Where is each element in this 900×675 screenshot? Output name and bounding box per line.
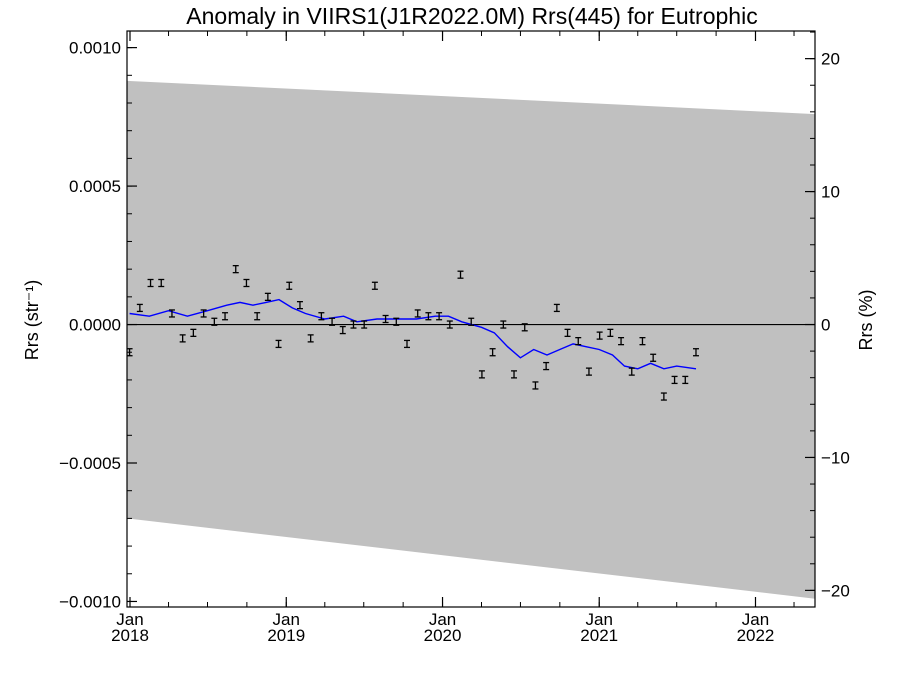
anomaly-error-bar	[254, 312, 261, 321]
x-tick-label-year: 2018	[111, 626, 149, 645]
x-tick-label-month: Jan	[273, 610, 300, 629]
anomaly-error-bar	[457, 270, 464, 279]
anomaly-error-bar	[382, 314, 389, 324]
anomaly-error-bar	[232, 265, 239, 274]
anomaly-error-bar	[660, 392, 667, 401]
chart-title: Anomaly in VIIRS1(J1R2022.0M) Rrs(445) f…	[186, 3, 757, 29]
anomaly-error-bar	[307, 334, 314, 343]
anomaly-error-bar	[243, 278, 250, 288]
anomaly-error-bar	[628, 367, 635, 376]
anomaly-error-bar	[489, 348, 496, 357]
series-line-layer	[129, 298, 697, 370]
anomaly-error-bar	[393, 317, 400, 326]
y-left-tick-label: −0.0005	[59, 454, 121, 473]
anomaly-error-bar	[553, 303, 560, 313]
uncertainty-band	[127, 80, 815, 599]
anomaly-error-bar	[543, 361, 550, 371]
anomaly-error-bar	[222, 312, 229, 321]
uncertainty-band-layer	[127, 80, 815, 599]
anomaly-error-bar	[264, 292, 271, 301]
anomaly-error-bar	[607, 328, 614, 337]
y-right-tick-label: −20	[821, 581, 850, 600]
anomaly-error-bar	[339, 325, 346, 335]
y-right-tick-label: −10	[821, 448, 850, 467]
anomaly-error-bar	[414, 309, 421, 318]
anomaly-error-bar	[318, 312, 325, 321]
y-right-tick-label: 10	[821, 183, 840, 202]
anomaly-error-bar	[350, 320, 357, 329]
anomaly-error-bar	[158, 278, 165, 288]
anomaly-error-bar	[147, 278, 154, 288]
anomaly-error-bar	[425, 312, 432, 321]
error-bar-layer	[126, 265, 699, 401]
anomaly-error-bar	[618, 337, 625, 346]
anomaly-error-bar	[682, 375, 689, 385]
anomaly-error-bar	[446, 320, 453, 329]
x-tick-label-month: Jan	[429, 610, 456, 629]
anomaly-error-bar	[564, 328, 571, 337]
anomaly-error-bar	[136, 303, 143, 313]
anomaly-error-bar	[436, 312, 443, 321]
anomaly-error-bar	[168, 309, 175, 318]
anomaly-error-bar	[639, 337, 646, 346]
x-tick-label-month: Jan	[742, 610, 769, 629]
anomaly-error-bar	[692, 348, 699, 357]
anomaly-error-bar	[275, 339, 282, 349]
x-tick-label-year: 2021	[580, 626, 618, 645]
axes: 0.0010 0.0005 0.0000 −0.0005 −0.0010 20 10 0 −10…	[59, 30, 850, 645]
anomaly-error-bar	[190, 328, 197, 337]
anomaly-error-bar	[286, 281, 293, 290]
y-right-tick-label: 20	[821, 50, 840, 69]
anomaly-error-bar	[329, 317, 336, 326]
x-tick-label-year: 2022	[737, 626, 775, 645]
anomaly-error-bar	[511, 370, 518, 379]
anomaly-error-bar	[585, 367, 592, 376]
anomaly-error-bar	[200, 309, 207, 318]
y-axis-left-label: Rrs (str⁻¹)	[22, 280, 42, 360]
anomaly-error-bar	[361, 320, 368, 329]
anomaly-error-bar	[500, 320, 507, 329]
anomaly-error-bar	[671, 375, 678, 385]
anomaly-error-bar	[179, 334, 186, 343]
x-tick-label-year: 2020	[424, 626, 462, 645]
y-axis-right-label: Rrs (%)	[856, 290, 876, 351]
y-left-tick-label: 0.0010	[69, 39, 121, 58]
y-left-tick-label: 0.0000	[69, 316, 121, 335]
plot-frame	[126, 30, 816, 608]
y-right-tick-label: 0	[821, 316, 830, 335]
anomaly-error-bar	[478, 370, 485, 379]
anomaly-error-bar	[532, 381, 539, 390]
anomaly-error-bar	[211, 317, 218, 326]
y-left-tick-label: 0.0005	[69, 177, 121, 196]
smoothed-anomaly-line	[129, 298, 697, 370]
anomaly-error-bar	[296, 301, 303, 310]
x-tick-label-month: Jan	[586, 610, 613, 629]
x-tick-label-year: 2019	[267, 626, 305, 645]
anomaly-error-bar	[371, 281, 378, 290]
anomaly-error-bar	[575, 337, 582, 346]
anomaly-error-bar	[468, 317, 475, 326]
anomaly-error-bar	[650, 353, 657, 362]
x-tick-label-month: Jan	[116, 610, 143, 629]
anomaly-error-bar	[403, 339, 410, 349]
anomaly-error-bar	[521, 323, 528, 332]
y-left-tick-label: −0.0010	[59, 592, 121, 611]
anomaly-error-bar	[596, 331, 603, 340]
